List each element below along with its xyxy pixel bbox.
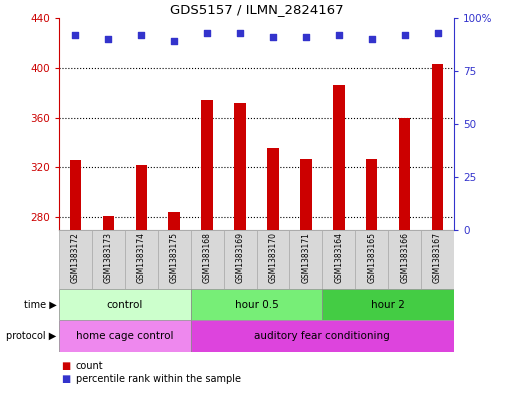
Bar	[70, 160, 81, 230]
Point	[203, 29, 211, 36]
Text: GSM1383167: GSM1383167	[433, 231, 442, 283]
Bar	[135, 165, 147, 230]
Bar	[168, 213, 180, 230]
Bar	[300, 159, 311, 230]
Point	[433, 29, 442, 36]
Text: percentile rank within the sample: percentile rank within the sample	[76, 374, 241, 384]
Text: GSM1383168: GSM1383168	[203, 231, 212, 283]
Text: count: count	[76, 361, 104, 371]
Text: GSM1383171: GSM1383171	[301, 231, 310, 283]
Bar	[59, 230, 92, 289]
Text: control: control	[107, 299, 143, 310]
Bar	[256, 230, 289, 289]
Bar	[234, 103, 246, 230]
Bar	[388, 230, 421, 289]
Bar	[322, 230, 355, 289]
Bar	[103, 216, 114, 230]
Text: time ▶: time ▶	[24, 299, 56, 310]
Bar	[432, 64, 443, 230]
Text: GSM1383174: GSM1383174	[137, 231, 146, 283]
Bar	[224, 230, 256, 289]
Text: ■: ■	[62, 374, 71, 384]
Bar	[366, 159, 378, 230]
Bar	[59, 320, 191, 352]
Point	[368, 36, 376, 42]
Point	[170, 38, 179, 44]
Bar	[267, 147, 279, 230]
Text: GSM1383172: GSM1383172	[71, 231, 80, 283]
Text: hour 0.5: hour 0.5	[234, 299, 279, 310]
Text: hour 2: hour 2	[371, 299, 405, 310]
Text: GSM1383166: GSM1383166	[400, 231, 409, 283]
Bar	[355, 230, 388, 289]
Bar	[92, 230, 125, 289]
Point	[137, 31, 145, 38]
Text: GSM1383164: GSM1383164	[334, 231, 343, 283]
Bar	[158, 230, 191, 289]
Bar	[191, 320, 454, 352]
Point	[71, 31, 80, 38]
Text: GSM1383173: GSM1383173	[104, 231, 113, 283]
Bar	[191, 230, 224, 289]
Point	[302, 34, 310, 40]
Bar	[59, 289, 191, 320]
Bar	[202, 100, 213, 230]
Bar	[191, 289, 322, 320]
Bar	[333, 85, 345, 230]
Title: GDS5157 / ILMN_2824167: GDS5157 / ILMN_2824167	[170, 4, 343, 17]
Bar	[289, 230, 322, 289]
Text: GSM1383175: GSM1383175	[170, 231, 179, 283]
Point	[104, 36, 112, 42]
Point	[236, 29, 244, 36]
Bar	[125, 230, 158, 289]
Text: protocol ▶: protocol ▶	[6, 331, 56, 341]
Point	[401, 31, 409, 38]
Bar	[322, 289, 454, 320]
Bar	[399, 118, 410, 230]
Text: GSM1383170: GSM1383170	[268, 231, 278, 283]
Bar	[421, 230, 454, 289]
Text: auditory fear conditioning: auditory fear conditioning	[254, 331, 390, 341]
Text: home cage control: home cage control	[76, 331, 173, 341]
Text: GSM1383165: GSM1383165	[367, 231, 376, 283]
Point	[334, 31, 343, 38]
Point	[269, 34, 277, 40]
Text: ■: ■	[62, 361, 71, 371]
Text: GSM1383169: GSM1383169	[235, 231, 245, 283]
